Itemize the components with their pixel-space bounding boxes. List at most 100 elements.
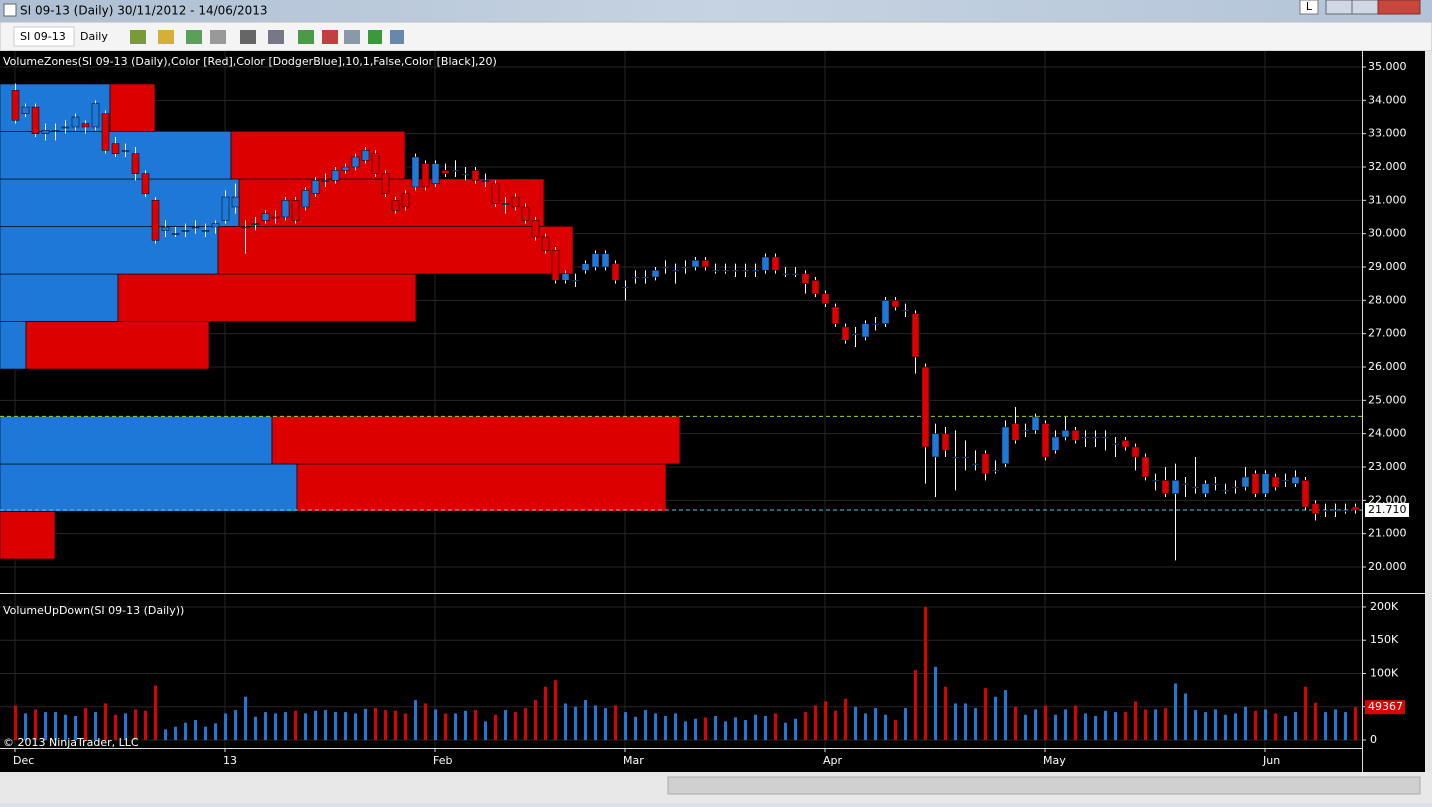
tool-icon[interactable] [390,30,404,44]
volume-bar [614,705,617,741]
volume-bar [654,713,657,741]
candle-body [1201,483,1210,494]
volume-bar [1004,690,1007,741]
candle-body [301,190,310,208]
candle-body [771,256,780,271]
volume-bar [984,688,987,741]
candle-body [761,256,770,271]
right-border [1425,51,1432,772]
tool-icon[interactable] [130,30,146,44]
tool-icon[interactable] [186,30,202,44]
volume-bar [834,710,837,741]
candle-body [1081,436,1090,439]
tool-icon[interactable] [240,30,256,44]
candle-body [1221,490,1230,492]
volume-bar [994,696,997,741]
volume-bar [1264,709,1267,741]
candle-body [1051,436,1060,451]
volume-bar [74,716,77,741]
tool-icon[interactable] [344,30,360,44]
candle-body [91,103,100,128]
candle-body [111,143,120,154]
volume-bar [684,721,687,741]
y-tick-label: 24.000 [1368,427,1407,440]
period[interactable]: Daily [80,30,108,43]
y-tick-label: 21.000 [1368,527,1407,540]
volume-bar [14,705,17,741]
zone-down [109,83,156,132]
minimize-button[interactable] [1325,0,1353,15]
y-tick-label: 35.000 [1368,60,1407,73]
close-button[interactable] [1377,0,1421,15]
candle-body [1131,446,1140,458]
candle-body [251,223,260,225]
volume-bar [1144,709,1147,741]
volume-bar [694,718,697,741]
volume-bar [1284,716,1287,741]
l-button-label[interactable]: L [1306,0,1313,13]
volume-bar [764,716,767,741]
volume-bar [34,709,37,741]
volume-pane-title: VolumeUpDown(SI 09-13 (Daily)) [3,604,184,617]
candle-body [781,273,790,275]
candle-body [1281,480,1290,482]
candle-body [1181,483,1190,485]
x-tick-label: Dec [13,754,34,767]
l-button[interactable] [1299,0,1319,15]
volume-bar [1174,683,1177,741]
volume-bar [734,717,737,741]
window-title: SI 09-13 (Daily) 30/11/2012 - 14/06/2013 [20,4,267,18]
volume-bar [804,712,807,741]
volume-bar [944,686,947,741]
candle-body [971,463,980,465]
tool-icon[interactable] [210,30,226,44]
volume-bar [1044,705,1047,741]
volume-bar [974,708,977,741]
y-tick-label: 31.000 [1368,193,1407,206]
tool-icon[interactable] [298,30,314,44]
tool-icon[interactable] [368,30,382,44]
candle-body [441,170,450,174]
candle-body [351,156,360,168]
volume-bar [1104,710,1107,741]
candle-body [431,163,440,184]
zone-up [0,226,219,275]
zone-up [0,273,119,322]
maximize-button[interactable] [1351,0,1379,15]
candle-body [1311,503,1320,514]
candle-body [1071,430,1080,441]
volume-bar [894,720,897,741]
tool-icon[interactable] [268,30,284,44]
scrollbar-thumb[interactable] [667,776,1421,795]
x-tick-label: 13 [223,754,237,767]
candle-body [141,173,150,194]
candle-body [611,263,620,281]
instrument[interactable]: SI 09-13 [20,30,66,43]
candle-body [661,266,670,269]
volume-bar [454,713,457,741]
candle-body [481,180,490,182]
candle-body [1331,510,1340,512]
candle-body [1351,506,1360,511]
candle-body [341,166,350,171]
candle-body [561,273,570,281]
tool-icon[interactable] [322,30,338,44]
zone-up [0,321,27,370]
volume-bar [304,713,307,741]
candle-body [1121,440,1130,448]
candle-body [1031,416,1040,431]
volume-bar [474,710,477,741]
volume-bar [334,712,337,741]
volume-bar [574,706,577,741]
instrument-select[interactable] [13,26,75,47]
candle-body [121,150,130,152]
volume-bar [1114,712,1117,741]
candle-body [551,250,560,281]
candle-body [421,163,430,188]
y-tick-label: 100K [1370,666,1399,679]
volume-bar [624,712,627,741]
candle-body [1011,423,1020,441]
candle-body [631,276,640,279]
tool-icon[interactable] [158,30,174,44]
